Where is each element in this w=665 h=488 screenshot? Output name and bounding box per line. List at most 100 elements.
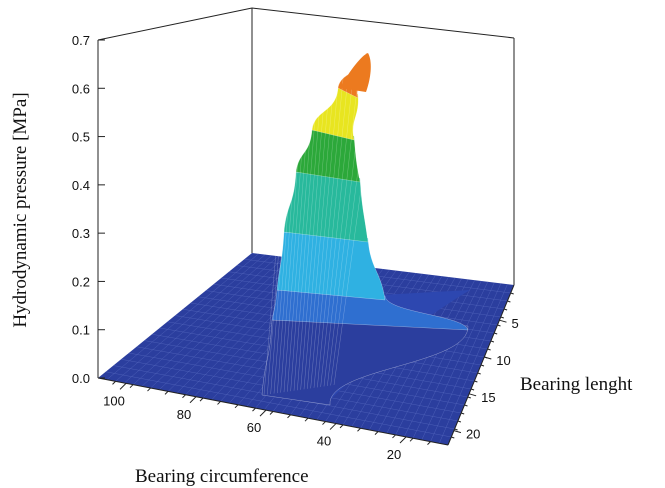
y-axis-line xyxy=(447,284,515,446)
x-minor-tick xyxy=(112,380,116,385)
x-minor-tick xyxy=(374,431,379,435)
y-minor-tick xyxy=(497,324,501,327)
x-minor-tick xyxy=(252,407,256,412)
z-tick-label: 0.2 xyxy=(72,274,90,289)
x-axis-line xyxy=(97,377,449,446)
surface-mesh-line xyxy=(313,65,345,388)
pressure-band xyxy=(276,231,386,301)
x-minor-tick xyxy=(164,391,169,395)
z-tick-label: 0.0 xyxy=(72,371,90,386)
x-minor-tick xyxy=(392,434,396,439)
surface-mesh-line xyxy=(283,99,306,393)
x-tick-label: 40 xyxy=(317,434,331,449)
z-axis-ticks: 0.0 0.1 0.2 0.3 0.4 0.5 0.6 0.7 xyxy=(72,33,105,386)
x-minor-tick xyxy=(147,387,151,392)
surface-mesh-line xyxy=(270,161,289,395)
back-wall-top-left-edge xyxy=(97,7,253,41)
x-axis-title: Bearing circumference xyxy=(135,466,309,487)
y-tick-mark xyxy=(468,393,477,397)
y-tick-label: 15 xyxy=(481,390,495,405)
x-minor-tick xyxy=(199,397,204,402)
x-minor-tick xyxy=(217,401,221,405)
x-tick-label: 60 xyxy=(247,420,261,435)
y-minor-tick xyxy=(477,372,481,375)
y-minor-tick xyxy=(503,308,508,311)
surface-mesh-line xyxy=(320,77,354,387)
y-minor-tick xyxy=(457,420,462,423)
y-minor-tick xyxy=(500,316,504,319)
x-axis-ticks: 100 80 60 40 20 xyxy=(103,380,431,462)
back-wall-frame xyxy=(97,7,515,378)
y-minor-tick xyxy=(510,292,514,295)
x-minor-tick xyxy=(322,421,326,425)
x-minor-tick xyxy=(357,427,361,432)
y-minor-tick xyxy=(451,436,455,439)
surface-mesh-line xyxy=(263,203,281,396)
surface-mesh-line xyxy=(300,62,328,390)
x-tick-label: 80 xyxy=(177,407,191,422)
x-minor-tick xyxy=(129,384,134,389)
y-minor-tick xyxy=(474,380,478,383)
x-minor-tick xyxy=(234,404,239,409)
x-minor-tick xyxy=(409,437,414,442)
y-tick-mark xyxy=(453,430,462,434)
y-minor-tick xyxy=(494,332,498,335)
surface-mesh-line xyxy=(333,123,371,386)
x-tick-mark xyxy=(399,436,407,444)
z-tick-label: 0.5 xyxy=(72,130,90,145)
z-tick-label: 0.3 xyxy=(72,226,90,241)
x-minor-tick xyxy=(339,424,344,429)
surface-mesh-line xyxy=(327,97,362,386)
y-minor-tick xyxy=(454,428,458,431)
peak-tip xyxy=(340,53,371,92)
surface-mesh-line xyxy=(310,61,341,389)
y-tick-label: 5 xyxy=(511,316,518,331)
y-minor-tick xyxy=(484,356,488,359)
surface-mesh-line xyxy=(323,86,358,387)
x-tick-mark xyxy=(119,383,127,390)
y-tick-mark xyxy=(499,319,507,323)
surface-mesh-line xyxy=(330,109,366,386)
y-tick-label: 10 xyxy=(496,353,510,368)
y-minor-tick xyxy=(467,396,471,399)
floor-grid-line xyxy=(105,371,452,438)
y-minor-tick xyxy=(507,300,511,303)
z-tick-label: 0.7 xyxy=(72,33,90,48)
x-tick-mark xyxy=(189,396,197,404)
z-tick-label: 0.1 xyxy=(72,323,90,338)
x-minor-tick xyxy=(304,417,309,422)
pressure-band xyxy=(261,319,469,406)
surface-mesh-line xyxy=(290,79,315,392)
x-tick-mark xyxy=(259,409,267,417)
surface-mesh-line xyxy=(287,88,311,392)
surface-mesh-line xyxy=(267,182,285,395)
surface-mesh-line xyxy=(280,112,302,393)
surface-mesh-line xyxy=(303,60,332,390)
z-axis-title: Hydrodynamic pressure [MPa] xyxy=(10,92,31,327)
pressure-peak-surface xyxy=(261,52,470,406)
x-tick-label: 20 xyxy=(387,447,401,462)
y-tick-label: 20 xyxy=(466,427,480,442)
y-minor-tick xyxy=(464,404,468,407)
y-axis-title: Bearing lenght xyxy=(520,374,633,395)
y-minor-tick xyxy=(490,340,495,343)
surface-mesh-line xyxy=(277,127,298,394)
pressure-band xyxy=(295,129,361,183)
x-tick-label: 100 xyxy=(103,393,125,408)
z-tick-label: 0.4 xyxy=(72,178,90,193)
y-minor-tick xyxy=(461,412,465,415)
x-tick-mark xyxy=(329,423,337,430)
surface-mesh-line xyxy=(273,143,294,394)
x-minor-tick xyxy=(427,441,431,446)
surface-mesh-line xyxy=(307,60,336,389)
back-wall-top-right-edge xyxy=(251,7,515,39)
surface-mesh-line xyxy=(293,71,319,391)
x-minor-tick xyxy=(269,411,274,415)
y-minor-tick xyxy=(487,348,491,351)
z-tick-label: 0.6 xyxy=(72,81,90,96)
pressure-band xyxy=(283,171,369,243)
surface-mesh-line xyxy=(317,70,349,388)
y-minor-tick xyxy=(480,364,485,367)
